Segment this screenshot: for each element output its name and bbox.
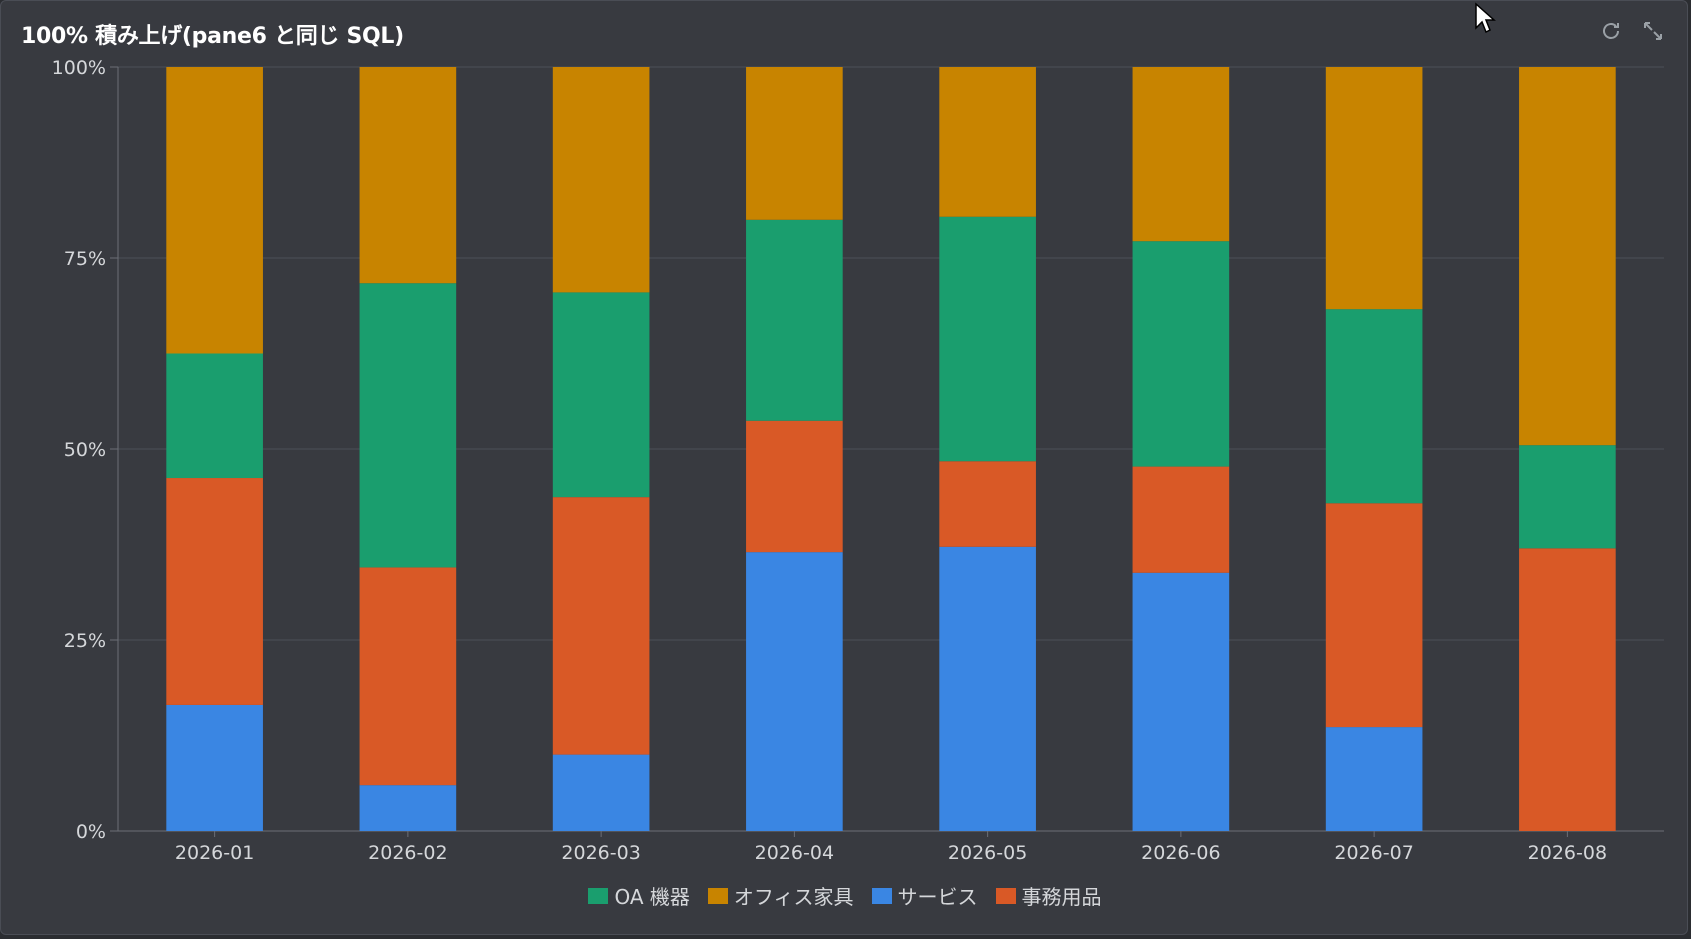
- bar-segment: [1132, 67, 1230, 242]
- bar-segment: [1325, 309, 1423, 504]
- bar-segment: [939, 461, 1036, 547]
- bar-segment: [1132, 466, 1230, 573]
- bar-segment: [552, 67, 650, 293]
- bar-segment: [1325, 67, 1423, 310]
- legend-item[interactable]: オフィス家具: [707, 881, 854, 910]
- legend-swatch: [871, 887, 892, 904]
- x-tick-label: 2026-03: [561, 842, 640, 864]
- bar-segment: [1132, 572, 1230, 831]
- x-tick-label: 2026-06: [1141, 842, 1220, 864]
- x-tick-label: 2026-02: [368, 842, 447, 864]
- bar-segment: [1519, 445, 1616, 549]
- bar-segment: [746, 420, 843, 553]
- y-tick-label: 50%: [64, 439, 106, 461]
- bar-segment: [746, 219, 843, 421]
- bar-segment: [166, 353, 263, 479]
- bar-segment: [746, 67, 843, 220]
- bar-segment: [939, 546, 1036, 831]
- x-tick-label: 2026-07: [1334, 842, 1413, 864]
- stacked-bar-chart: 0% 25% 50% 75% 100% 2026-01 2026-02 2026-03 2026…: [52, 57, 1664, 864]
- bar-segment: [359, 785, 457, 831]
- expand-icon[interactable]: [1641, 19, 1665, 43]
- y-tick-label: 0%: [76, 821, 106, 843]
- y-tick-label: 75%: [64, 248, 106, 270]
- legend-swatch: [995, 887, 1016, 904]
- bar-segment: [1325, 503, 1423, 728]
- legend-swatch: [707, 887, 728, 904]
- chart-legend: OA 機器 オフィス家具 サービス 事務用品: [1, 881, 1689, 910]
- legend-label: サービス: [897, 885, 978, 909]
- legend-label: OA 機器: [614, 885, 690, 909]
- x-tick-label: 2026-01: [175, 842, 254, 864]
- y-tick-label: 25%: [64, 630, 106, 652]
- legend-label: 事務用品: [1021, 885, 1102, 909]
- bar-segment: [1519, 548, 1616, 831]
- legend-item[interactable]: 事務用品: [995, 881, 1102, 910]
- legend-label: オフィス家具: [733, 885, 854, 909]
- bar-segment: [1132, 241, 1230, 467]
- bar-segment: [359, 67, 457, 284]
- legend-item[interactable]: OA 機器: [588, 881, 690, 910]
- mouse-cursor-icon: [1475, 2, 1496, 34]
- x-tick-label: 2026-05: [948, 842, 1027, 864]
- bar-segment: [552, 754, 650, 831]
- bar-segment: [552, 497, 650, 755]
- refresh-icon[interactable]: [1599, 19, 1623, 43]
- bar-segment: [359, 567, 457, 786]
- bar-segment: [939, 67, 1036, 217]
- legend-swatch: [588, 887, 609, 904]
- bar-segment: [746, 552, 843, 831]
- bar-segment: [552, 292, 650, 498]
- bar-segment: [166, 704, 263, 831]
- bar-segment: [1325, 727, 1423, 831]
- bar-segment: [1519, 67, 1616, 446]
- x-tick-label: 2026-08: [1528, 842, 1607, 864]
- y-tick-label: 100%: [52, 57, 106, 79]
- legend-item[interactable]: サービス: [871, 881, 978, 910]
- bar-segment: [939, 216, 1036, 462]
- bar-segment: [166, 478, 263, 705]
- x-tick-label: 2026-04: [755, 842, 834, 864]
- panel-title: 100% 積み上げ(pane6 と同じ SQL): [21, 24, 404, 49]
- bar-segment: [359, 283, 457, 568]
- bar-segment: [166, 67, 263, 354]
